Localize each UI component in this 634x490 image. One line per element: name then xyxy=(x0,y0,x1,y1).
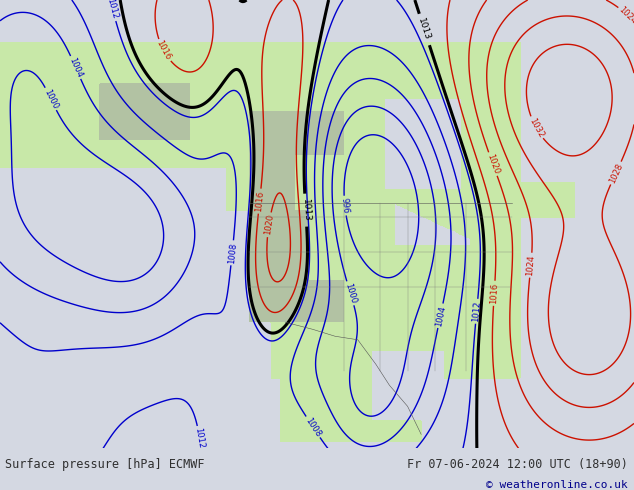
Text: 1024: 1024 xyxy=(617,5,634,26)
Text: © weatheronline.co.uk: © weatheronline.co.uk xyxy=(486,480,628,490)
Text: 1012: 1012 xyxy=(193,427,206,449)
Text: 1012: 1012 xyxy=(471,300,482,322)
Text: 1016: 1016 xyxy=(254,190,265,212)
Text: Fr 07-06-2024 12:00 UTC (18+90): Fr 07-06-2024 12:00 UTC (18+90) xyxy=(407,458,628,471)
Text: 1008: 1008 xyxy=(227,242,238,264)
Text: Surface pressure [hPa] ECMWF: Surface pressure [hPa] ECMWF xyxy=(5,458,205,471)
Text: 1004: 1004 xyxy=(67,56,84,79)
Text: 1032: 1032 xyxy=(527,116,545,139)
Text: 1013: 1013 xyxy=(417,17,432,42)
Text: 1004: 1004 xyxy=(434,305,447,327)
Text: 1028: 1028 xyxy=(607,162,624,185)
Text: 1020: 1020 xyxy=(485,153,501,175)
Text: 1016: 1016 xyxy=(155,39,173,62)
Text: 1016: 1016 xyxy=(489,282,500,304)
Text: 1024: 1024 xyxy=(526,254,536,276)
Text: 1000: 1000 xyxy=(343,282,358,305)
Text: 996: 996 xyxy=(340,197,350,214)
Text: 1020: 1020 xyxy=(263,214,275,236)
Text: 1013: 1013 xyxy=(301,198,311,222)
Text: 1012: 1012 xyxy=(105,0,120,20)
Text: 1008: 1008 xyxy=(304,416,323,438)
Text: 1000: 1000 xyxy=(42,88,60,110)
